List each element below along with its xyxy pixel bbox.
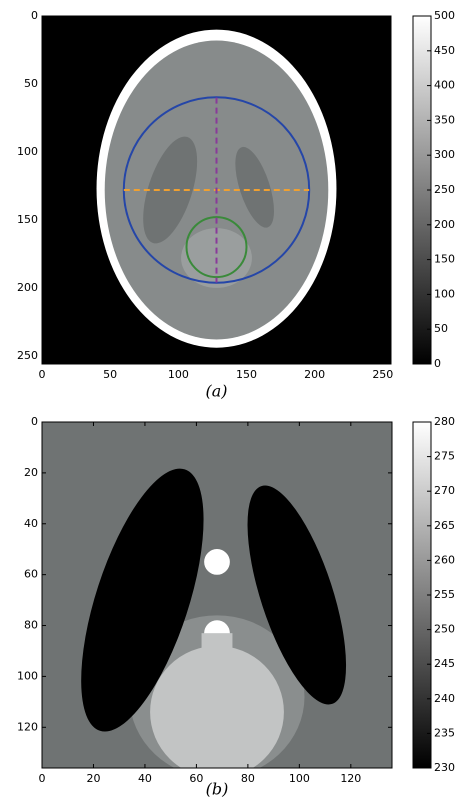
x-tick-label: 0 [39, 368, 46, 381]
y-tick-label: 150 [17, 213, 38, 226]
colorbar-tick-label: 255 [434, 588, 455, 601]
y-tick-label: 80 [24, 619, 38, 632]
y-tick-label: 0 [31, 9, 38, 22]
x-tick-label: 80 [241, 772, 255, 785]
y-tick-label: 250 [17, 349, 38, 362]
y-tick-label: 50 [24, 77, 38, 90]
caption: (a) [205, 382, 227, 401]
caption: (b) [206, 780, 229, 799]
x-tick-label: 250 [372, 368, 393, 381]
image [42, 16, 391, 364]
x-tick-label: 20 [86, 772, 100, 785]
colorbar-tick-label: 250 [434, 623, 455, 636]
colorbar-tick-label: 260 [434, 553, 455, 566]
spot [202, 633, 233, 648]
colorbar-tick-label: 265 [434, 519, 455, 532]
colorbar-tick-label: 250 [434, 183, 455, 196]
colorbar-tick-label: 245 [434, 657, 455, 670]
x-tick-label: 150 [236, 368, 257, 381]
spot [204, 549, 230, 575]
y-tick-label: 60 [24, 568, 38, 581]
colorbar-tick-label: 350 [434, 113, 455, 126]
x-tick-label: 100 [289, 772, 310, 785]
x-tick-label: 60 [189, 772, 203, 785]
colorbar-tick-label: 270 [434, 484, 455, 497]
colorbar-tick-label: 235 [434, 726, 455, 739]
colorbar-tick-label: 275 [434, 450, 455, 463]
y-tick-label: 100 [17, 145, 38, 158]
x-tick-label: 40 [138, 772, 152, 785]
colorbar-tick-label: 240 [434, 692, 455, 705]
y-tick-label: 120 [17, 720, 38, 733]
colorbar-tick-label: 230 [434, 761, 455, 774]
y-tick-label: 0 [31, 415, 38, 428]
colorbar-tick-label: 500 [434, 9, 455, 22]
colorbar-tick-label: 0 [434, 357, 441, 370]
colorbar-tick-label: 280 [434, 415, 455, 428]
lesion [150, 646, 284, 778]
x-tick-label: 0 [39, 772, 46, 785]
x-tick-label: 100 [168, 368, 189, 381]
y-tick-label: 40 [24, 517, 38, 530]
colorbar-tick-label: 150 [434, 253, 455, 266]
image-panel: 0 20 40 60 80 100 120 0 20 40 60 80 100 120 230 235 240 2… [17, 415, 455, 799]
colorbar-tick-label: 50 [434, 322, 448, 335]
figure: 0501001502002500501001502002500501001502… [0, 0, 458, 808]
colorbar-tick-label: 450 [434, 44, 455, 57]
y-tick-label: 20 [24, 466, 38, 479]
x-tick-label: 200 [304, 368, 325, 381]
x-tick-label: 50 [103, 368, 117, 381]
y-tick-label: 200 [17, 281, 38, 294]
x-tick-label: 120 [340, 772, 361, 785]
image [42, 422, 392, 778]
colorbar-tick-label: 400 [434, 79, 455, 92]
colorbar-tick-label: 100 [434, 287, 455, 300]
y-tick-label: 100 [17, 669, 38, 682]
colorbar-tick-label: 300 [434, 148, 455, 161]
colorbar-tick-label: 200 [434, 218, 455, 231]
